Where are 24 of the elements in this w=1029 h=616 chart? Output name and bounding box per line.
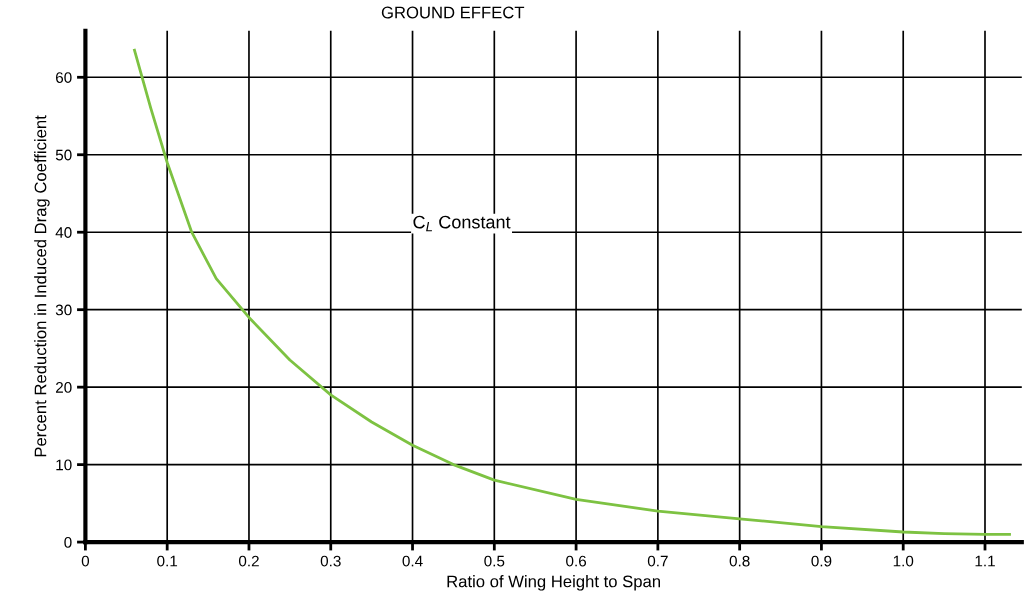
y-tick-label: 0 <box>64 536 72 548</box>
annotation: C$_{L}$ Constant <box>413 215 511 232</box>
y-tick-label: 60 <box>56 72 72 83</box>
y-tick-label: 50 <box>55 149 72 161</box>
x-tick-label: 0.6 <box>566 555 587 567</box>
x-tick-label: 0.3 <box>320 555 341 567</box>
line-series <box>133 48 1011 536</box>
x-tick-label: 0.8 <box>729 555 750 567</box>
x-tick-label: 1.0 <box>893 555 914 567</box>
x-tick-label: 0.1 <box>157 555 178 567</box>
x-tick-label: 0.2 <box>238 555 259 567</box>
chart-title: GROUND EFFECT <box>381 6 525 19</box>
x-axis-title: Ratio of Wing Height to Span <box>447 575 660 591</box>
x-tick-label: 0.5 <box>484 555 505 567</box>
x-tick-label: 0 <box>81 555 90 567</box>
x-tick-label: 0.4 <box>402 555 423 567</box>
x-tick-label: 0.7 <box>647 555 668 567</box>
y-axis-title: Percent Reduction in Induced Drag Coefficient <box>34 115 50 457</box>
x-tick-label: 1.1 <box>975 555 995 567</box>
y-tick-label: 20 <box>55 382 72 393</box>
y-tick-label: 10 <box>56 459 72 471</box>
y-tick-label: 40 <box>55 227 72 238</box>
x-tick-label: 0.9 <box>811 555 832 567</box>
y-tick-label: 30 <box>55 304 72 316</box>
